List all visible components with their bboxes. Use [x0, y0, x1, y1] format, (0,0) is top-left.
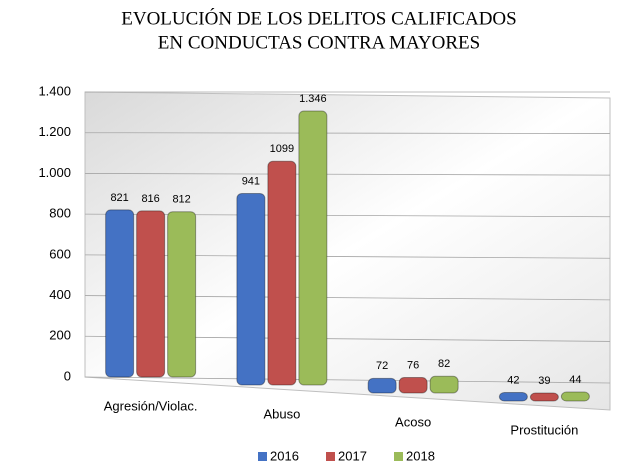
bar: [529, 392, 559, 402]
value-label: 812: [172, 194, 190, 206]
bar: [560, 391, 590, 402]
bar: [398, 377, 428, 394]
y-tick-label: 800: [49, 206, 71, 221]
x-tick-label: Agresión/Violac.: [104, 398, 198, 413]
value-label: 72: [376, 360, 388, 372]
value-label: 941: [242, 175, 260, 187]
value-label: 42: [507, 374, 519, 386]
value-label: 1.346: [299, 93, 327, 105]
bar: [298, 110, 328, 386]
legend-label: 2018: [406, 448, 435, 463]
legend-swatch: [258, 452, 267, 461]
legend-label: 2016: [270, 448, 299, 463]
y-tick-label: 400: [49, 287, 71, 302]
grid-line: [84, 173, 611, 176]
grid-line: [84, 132, 611, 134]
bar: [498, 391, 528, 402]
bar: [367, 377, 397, 394]
y-tick-label: 1.200: [38, 124, 71, 139]
grid-line: [84, 376, 611, 384]
x-tick-label: Abuso: [263, 406, 300, 421]
chart-title: EN CONDUCTAS CONTRA MAYORES: [158, 32, 480, 53]
value-label: 44: [569, 374, 581, 386]
y-tick-label: 600: [49, 246, 71, 261]
legend-swatch: [326, 452, 335, 461]
bar: [429, 375, 459, 394]
bar: [136, 210, 166, 378]
value-label: 1099: [270, 143, 294, 155]
y-tick-label: 0: [64, 368, 71, 383]
x-tick-label: Acoso: [395, 414, 431, 429]
bar: [167, 211, 197, 378]
value-label: 821: [110, 192, 128, 204]
plot-wall: [84, 91, 611, 411]
x-tick-label: Prostitución: [510, 422, 578, 437]
value-label: 82: [438, 358, 450, 370]
value-label: 39: [538, 375, 550, 387]
bar: [105, 209, 135, 378]
value-label: 76: [407, 359, 419, 371]
y-tick-label: 1.000: [38, 165, 71, 180]
legend-swatch: [394, 452, 403, 461]
y-tick-label: 200: [49, 328, 71, 343]
legend-label: 2017: [338, 448, 367, 463]
value-label: 816: [141, 193, 159, 205]
bar: [267, 160, 297, 386]
bar: [236, 192, 266, 386]
chart-title: EVOLUCIÓN DE LOS DELITOS CALIFICADOS: [121, 7, 516, 29]
y-tick-label: 1.400: [38, 83, 71, 98]
